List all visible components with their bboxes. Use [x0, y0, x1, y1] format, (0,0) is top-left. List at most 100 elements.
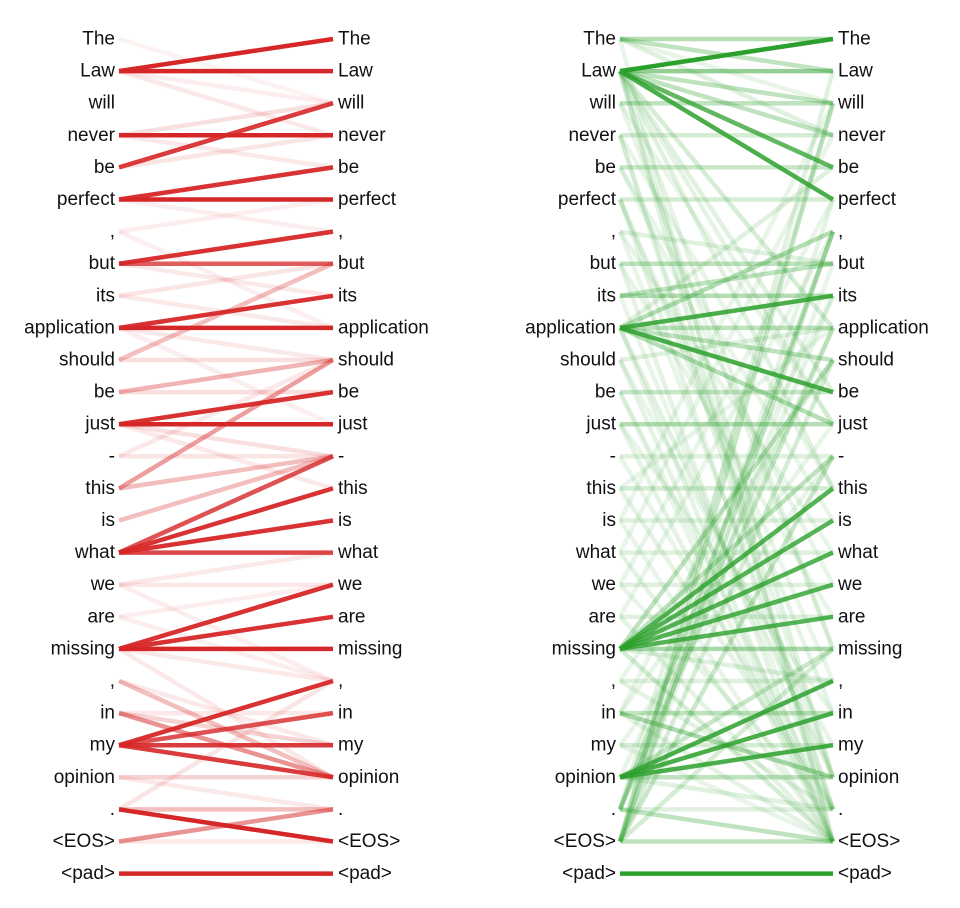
target-token-label: its — [838, 285, 857, 306]
target-token-label: Law — [338, 61, 373, 82]
target-token-label: will — [837, 93, 864, 114]
attention-edge — [619, 775, 834, 812]
attention-edge — [618, 358, 835, 747]
target-token-label: what — [337, 542, 379, 563]
attention-edge — [118, 68, 334, 138]
attention-edge — [617, 134, 836, 779]
target-token-label: , — [838, 221, 843, 242]
attention-edge — [118, 421, 334, 459]
target-token-label: <EOS> — [338, 831, 400, 852]
attention-edge — [618, 69, 835, 426]
attention-edge — [617, 70, 836, 490]
attention-edge — [618, 518, 835, 651]
target-token-label: , — [338, 221, 343, 242]
target-token-label: application — [838, 317, 929, 338]
target-token-label: in — [838, 703, 853, 724]
target-token-label: my — [838, 735, 864, 756]
source-token-label: <EOS> — [554, 831, 616, 852]
source-token-label: , — [611, 671, 616, 692]
attention-edge — [118, 229, 334, 266]
attention-edge — [617, 70, 836, 778]
target-token-label: Law — [838, 61, 873, 82]
source-token-label: . — [611, 799, 616, 820]
target-token-label: be — [838, 382, 859, 403]
attention-edge — [619, 325, 834, 363]
target-token-label: <pad> — [838, 863, 892, 884]
target-token-label: , — [338, 671, 343, 692]
attention-edges-red — [117, 36, 335, 876]
source-token-label: will — [589, 93, 616, 114]
source-token-label: Law — [581, 61, 616, 82]
attention-edge — [617, 198, 836, 811]
attention-edge — [618, 454, 835, 651]
source-token-label: is — [101, 510, 115, 531]
target-token-label: The — [838, 29, 871, 50]
attention-edge — [118, 646, 334, 684]
attention-edge — [118, 486, 334, 555]
attention-edge — [118, 36, 334, 74]
source-token-label: be — [595, 157, 616, 178]
attention-edge — [118, 68, 334, 106]
source-token-label: application — [525, 317, 616, 338]
attention-edge — [617, 198, 836, 843]
source-token-label: what — [575, 542, 617, 563]
target-token-label: missing — [838, 638, 902, 659]
source-token-label: The — [82, 29, 115, 50]
attention-edge — [118, 293, 334, 331]
target-token-label: we — [837, 574, 862, 595]
target-token-label: in — [338, 703, 353, 724]
source-token-label: are — [88, 606, 115, 627]
source-token-labels-green: The Law will never be perfect, but its applicati… — [525, 29, 617, 885]
attention-edge — [618, 487, 835, 811]
target-token-label: are — [838, 606, 865, 627]
attention-edge — [619, 550, 834, 651]
attention-edge — [618, 326, 835, 491]
source-token-label: missing — [552, 638, 616, 659]
source-token-label: application — [24, 317, 115, 338]
source-token-label: <pad> — [61, 863, 115, 884]
attention-edge — [118, 742, 334, 780]
source-token-label: , — [611, 221, 616, 242]
attention-edge — [118, 133, 334, 170]
target-token-label: The — [338, 29, 371, 50]
attention-edge — [118, 133, 334, 170]
source-token-label: perfect — [558, 189, 617, 210]
source-token-label: be — [94, 382, 115, 403]
attention-edge — [619, 614, 834, 652]
source-token-label: opinion — [54, 767, 115, 788]
source-token-label: should — [560, 350, 616, 371]
target-token-label: my — [338, 735, 364, 756]
target-token-label: this — [338, 478, 368, 499]
attention-edge — [118, 550, 334, 587]
source-token-label: <pad> — [562, 863, 616, 884]
attention-edge — [619, 325, 834, 363]
attention-edge — [617, 102, 836, 811]
attention-edge — [617, 102, 836, 843]
attention-edge — [118, 357, 334, 395]
attention-edge — [618, 101, 835, 426]
attention-edge — [618, 69, 835, 394]
source-token-label: - — [109, 446, 115, 467]
attention-edge — [619, 325, 834, 427]
attention-edge — [618, 230, 835, 554]
source-token-label: we — [90, 574, 115, 595]
attention-edge — [118, 582, 334, 652]
target-token-label: perfect — [338, 189, 397, 210]
attention-edge — [618, 166, 835, 522]
source-token-label: in — [100, 703, 115, 724]
attention-edge — [619, 36, 834, 74]
source-token-label: we — [591, 574, 616, 595]
source-token-label: missing — [51, 638, 115, 659]
attention-edge — [618, 551, 835, 843]
attention-edge — [619, 293, 834, 331]
attention-edge — [118, 261, 334, 299]
target-token-label: should — [338, 350, 394, 371]
attention-edge — [618, 198, 835, 586]
attention-edge — [118, 678, 334, 748]
source-token-label: but — [89, 253, 116, 274]
attention-edge — [118, 165, 334, 202]
attention-edge — [618, 711, 835, 844]
target-token-label: <EOS> — [838, 831, 900, 852]
source-token-label: . — [110, 799, 115, 820]
